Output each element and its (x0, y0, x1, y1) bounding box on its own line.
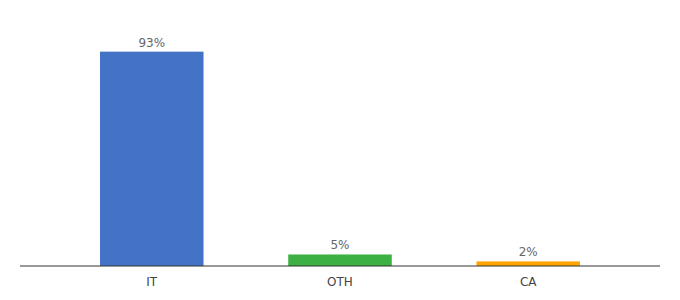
data-label: 2% (519, 245, 538, 259)
bars (100, 52, 580, 266)
data-label: 93% (138, 36, 165, 50)
x-tick-label: IT (146, 275, 158, 289)
x-tick-label: CA (520, 275, 537, 289)
x-axis: IT OTH CA (20, 266, 660, 289)
chart-svg: 93% 5% 2% IT OTH CA (0, 0, 680, 300)
bar (476, 261, 580, 266)
chart-container: 93% 5% 2% IT OTH CA (0, 0, 680, 300)
background (0, 0, 680, 300)
plot-area: 93% 5% 2% IT OTH CA (20, 36, 660, 289)
x-tick-label: OTH (327, 275, 353, 289)
bar (288, 254, 392, 266)
bar (100, 52, 204, 266)
data-labels: 93% 5% 2% (138, 36, 537, 260)
x-axis-line (20, 266, 660, 267)
data-label: 5% (330, 238, 349, 252)
